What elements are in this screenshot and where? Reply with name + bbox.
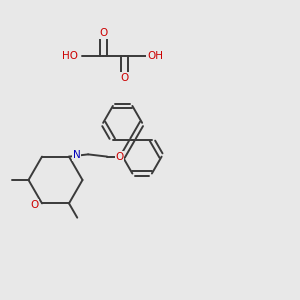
Text: HO: HO — [62, 50, 78, 61]
Text: N: N — [73, 150, 80, 160]
Text: O: O — [99, 28, 108, 38]
Text: O: O — [120, 73, 129, 83]
Text: O: O — [30, 200, 38, 210]
Text: OH: OH — [147, 50, 163, 61]
Text: O: O — [116, 152, 124, 162]
